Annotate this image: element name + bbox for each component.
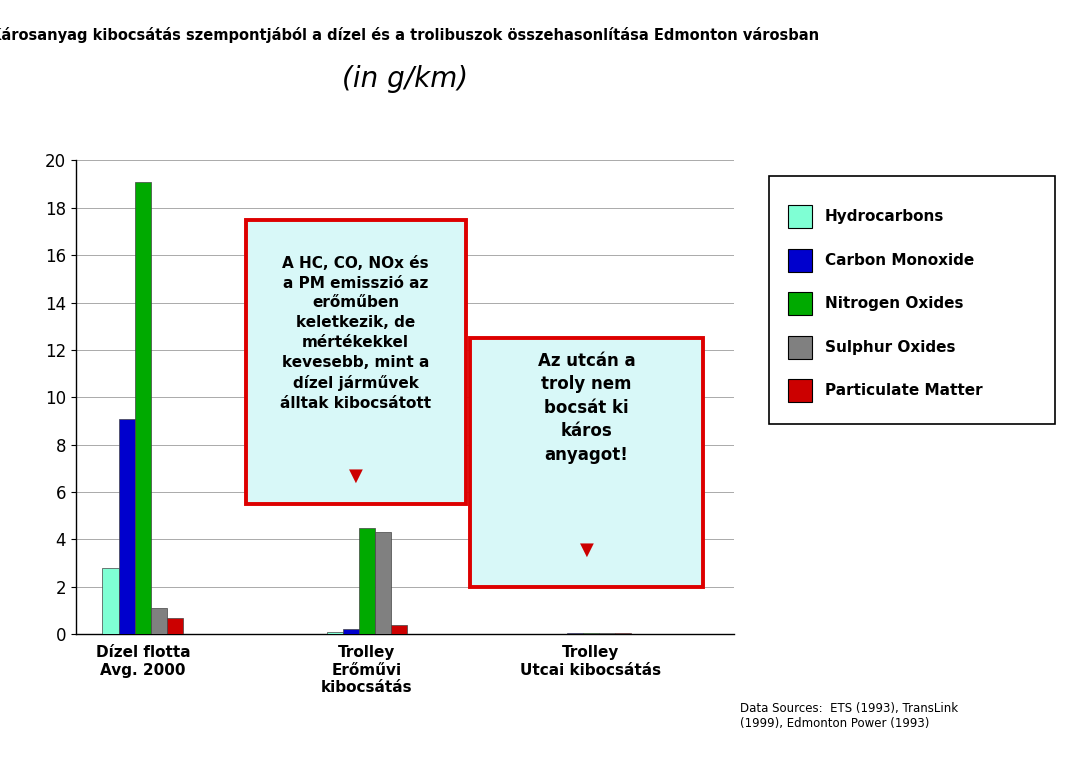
Bar — [103, 568, 119, 634]
Bar — [135, 182, 151, 634]
Bar — [599, 633, 616, 634]
Bar — [567, 633, 583, 634]
Bar — [326, 632, 342, 634]
Bar — [583, 633, 599, 634]
Text: Data Sources:  ETS (1993), TransLink
(1999), Edmonton Power (1993): Data Sources: ETS (1993), TransLink (199… — [740, 701, 958, 730]
Text: Nitrogen Oxides: Nitrogen Oxides — [825, 296, 963, 311]
Text: Hydrocarbons: Hydrocarbons — [825, 209, 945, 224]
Text: ▼: ▼ — [580, 540, 593, 558]
Text: Sulphur Oxides: Sulphur Oxides — [825, 340, 956, 354]
Bar — [119, 419, 135, 634]
Bar — [616, 633, 632, 634]
Bar — [151, 608, 167, 634]
Text: Károsanyag kibocsátás szempontjából a dízel és a trolibuszok összehasonlítása Ed: Károsanyag kibocsátás szempontjából a dí… — [0, 27, 820, 43]
Text: (in g/km): (in g/km) — [342, 65, 468, 93]
Text: ▼: ▼ — [349, 467, 363, 484]
Bar — [375, 533, 391, 634]
Bar — [342, 630, 359, 634]
Bar — [359, 527, 375, 634]
Text: A HC, CO, NOx és
a PM emisszió az
erőműben
keletkezik, de
mértékekkel
kevesebb, : A HC, CO, NOx és a PM emisszió az erőműb… — [280, 256, 431, 411]
Bar — [167, 617, 184, 634]
Text: Carbon Monoxide: Carbon Monoxide — [825, 253, 974, 267]
Text: Az utcán a
troly nem
bocsát ki
káros
anyagot!: Az utcán a troly nem bocsát ki káros any… — [538, 351, 635, 464]
Text: Particulate Matter: Particulate Matter — [825, 384, 983, 398]
Bar — [391, 625, 407, 634]
